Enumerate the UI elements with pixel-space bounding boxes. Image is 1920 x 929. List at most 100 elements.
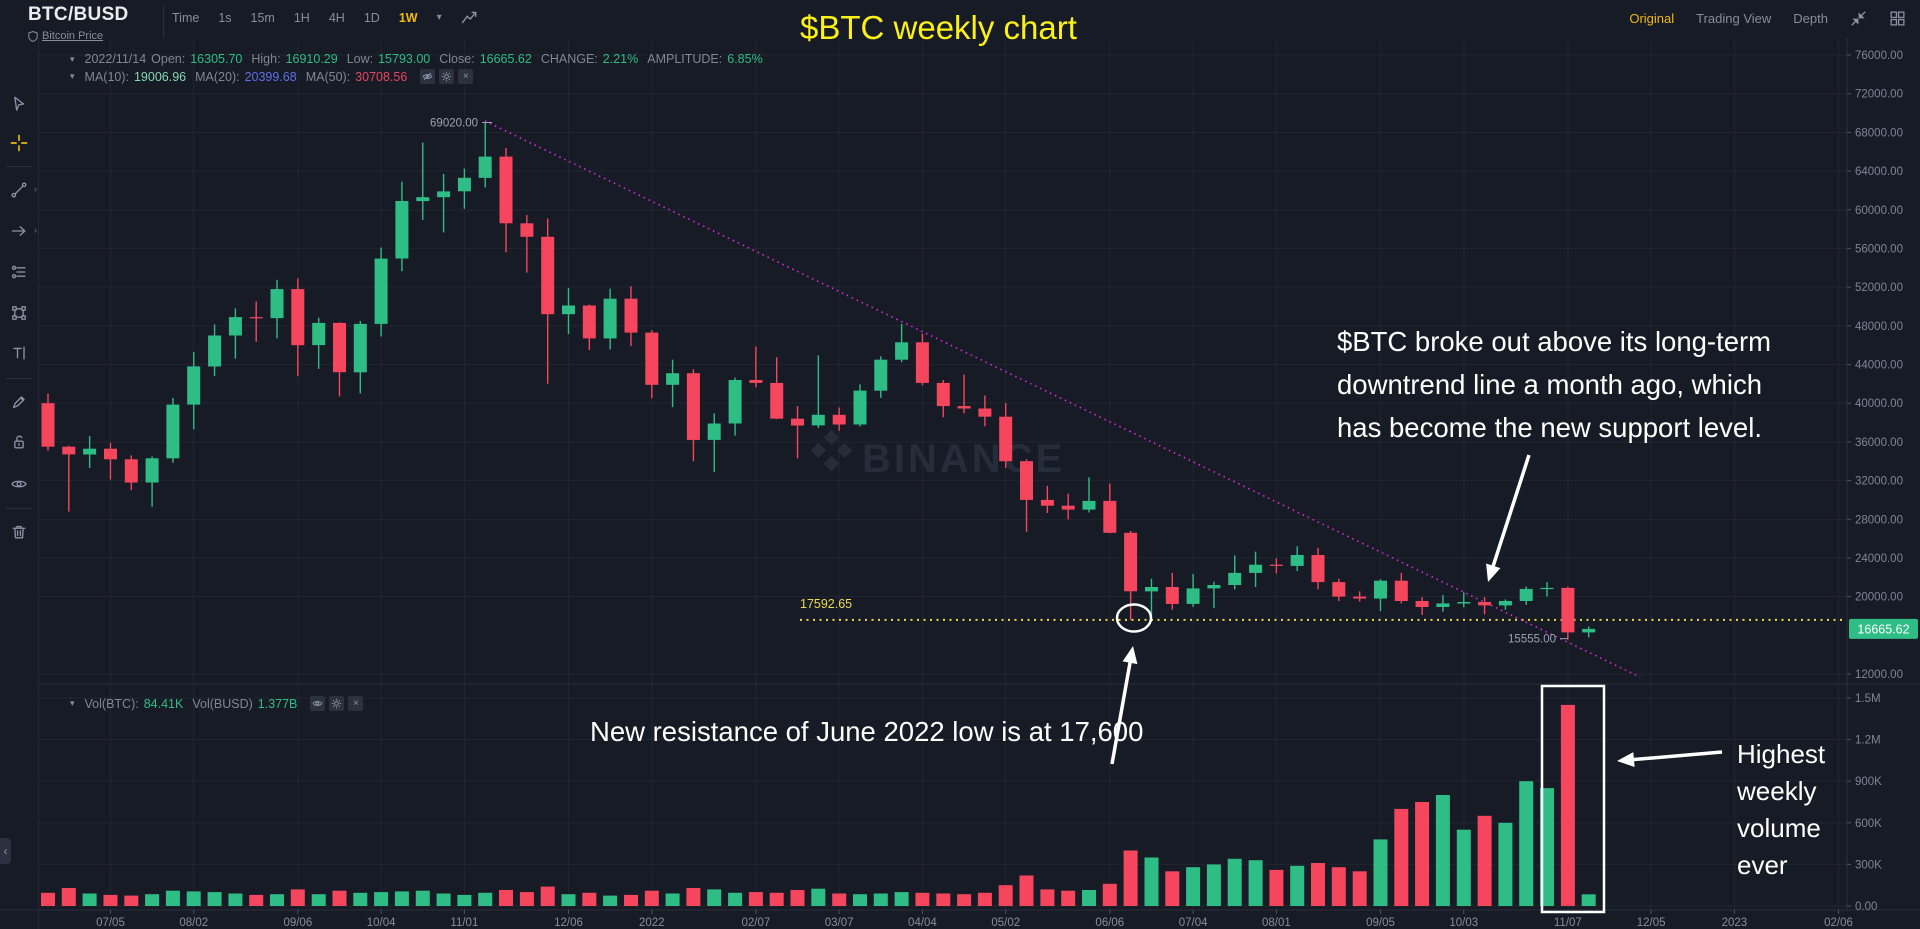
volume-bar: [82, 893, 97, 906]
interval-1d[interactable]: 1D: [363, 10, 380, 25]
volume-bar: [915, 892, 930, 906]
candle: [353, 323, 367, 373]
candle: [1145, 587, 1158, 592]
low-label: Low:: [346, 52, 374, 66]
symbol-info-link[interactable]: Bitcoin Price: [28, 30, 129, 42]
arrow-more-chevron[interactable]: ›: [34, 225, 37, 235]
low-value: 15793.00: [378, 52, 431, 66]
volume-bar: [61, 888, 76, 906]
tab-trading-view[interactable]: Trading View: [1696, 11, 1772, 26]
collapse-icon[interactable]: [1850, 10, 1867, 27]
candle: [645, 332, 659, 385]
volume-bar: [478, 892, 493, 906]
ma-collapse-caret[interactable]: ▾: [70, 71, 75, 81]
candle: [499, 156, 513, 224]
tab-depth[interactable]: Depth: [1793, 11, 1828, 26]
volume-bar: [1186, 867, 1201, 906]
volume-bar: [1540, 788, 1554, 906]
candle: [249, 317, 263, 319]
shape-tool-icon[interactable]: [7, 301, 31, 325]
ma10-label: MA(10):: [84, 69, 129, 84]
price-axis-label: 60000.00: [1855, 205, 1903, 217]
date-axis-label: 06/06: [1095, 917, 1124, 929]
ma-close-button[interactable]: ×: [458, 69, 474, 84]
interval-time[interactable]: Time: [172, 10, 200, 25]
price-axis-label: 32000.00: [1855, 476, 1903, 488]
sidebar-collapse-handle[interactable]: ‹: [0, 838, 11, 864]
chart-style-icon[interactable]: [461, 10, 478, 25]
volume-collapse-caret[interactable]: ▾: [70, 698, 75, 708]
tab-original[interactable]: Original: [1629, 11, 1675, 26]
candle: [437, 191, 451, 198]
volume-bar: [1269, 869, 1284, 906]
volume-bar: [1061, 890, 1076, 906]
lock-tool-icon[interactable]: [7, 430, 31, 454]
resistance-annotation: New resistance of June 2022 low is at 17…: [590, 716, 1144, 747]
date-axis-label: 09/05: [1366, 917, 1395, 929]
candle: [936, 382, 950, 407]
interval-4h[interactable]: 4H: [328, 10, 345, 25]
candle: [1207, 585, 1221, 589]
volume-bar: [1519, 781, 1534, 906]
fib-lines-tool-icon[interactable]: [7, 260, 31, 284]
trendline-tool-icon[interactable]: ›: [7, 178, 37, 202]
eye-tool-icon[interactable]: [7, 472, 31, 496]
price-axis-label: 28000.00: [1855, 514, 1903, 526]
candle: [166, 404, 180, 459]
breakout-annotation: $BTC broke out above its long-term downtr…: [1337, 326, 1772, 443]
candle: [728, 380, 742, 424]
volume-bar: [582, 892, 597, 906]
candle: [145, 458, 159, 483]
volume-bar: [1206, 864, 1221, 906]
candle: [83, 448, 97, 455]
price-axis-label: 24000.00: [1855, 553, 1903, 565]
vol-btc-label: Vol(BTC):: [84, 696, 139, 711]
volume-bar: [332, 890, 347, 906]
time-axis[interactable]: [0, 910, 1920, 929]
interval-1w[interactable]: 1W: [398, 10, 418, 25]
downtrend-line: [484, 120, 1641, 678]
ohlc-collapse-caret[interactable]: ▾: [70, 53, 75, 64]
interval-1h[interactable]: 1H: [293, 10, 310, 25]
cursor-tool-icon[interactable]: [7, 92, 31, 116]
brush-tool-icon[interactable]: [7, 390, 31, 414]
volume-close-button[interactable]: ×: [348, 696, 364, 711]
candle: [1061, 505, 1075, 510]
arrow-tool-icon[interactable]: ›: [7, 219, 37, 243]
ath-price-label: 69020.00: [430, 118, 478, 130]
volume-bar: [1435, 795, 1450, 906]
date-axis-label: 07/05: [96, 917, 125, 929]
date-axis-label: 10/04: [367, 917, 396, 929]
candle: [1436, 603, 1450, 607]
interval-1s[interactable]: 1s: [218, 10, 232, 25]
crosshair-tool-icon[interactable]: [7, 131, 31, 155]
volume-settings-button[interactable]: [329, 696, 345, 711]
volume-bar: [728, 892, 743, 906]
interval-15m[interactable]: 15m: [250, 10, 275, 25]
header-divider: [163, 6, 164, 38]
price-axis[interactable]: [1847, 38, 1920, 910]
volume-bar: [1102, 883, 1117, 906]
candle: [208, 335, 222, 367]
candle: [791, 418, 804, 426]
candle: [62, 446, 76, 455]
ma-hide-button[interactable]: [420, 69, 436, 84]
interval-dropdown-caret[interactable]: ▾: [436, 12, 442, 23]
date-axis-label: 04/04: [908, 917, 937, 929]
arrow-annotation: [1110, 662, 1132, 765]
volume-show-button[interactable]: [310, 696, 326, 711]
trendline-more-chevron[interactable]: ›: [34, 184, 37, 194]
candle: [124, 459, 138, 483]
trash-tool-icon[interactable]: [7, 520, 31, 544]
candle: [395, 201, 409, 259]
text-tool-icon[interactable]: [7, 341, 31, 365]
volume-bar: [1477, 815, 1492, 906]
volume-axis-label: 0.00: [1855, 901, 1877, 913]
ma-settings-button[interactable]: [439, 69, 455, 84]
volume-bar: [624, 894, 638, 906]
candle: [457, 177, 471, 192]
volume-bar: [603, 895, 618, 906]
grid-layout-icon[interactable]: [1889, 10, 1906, 27]
candle: [1353, 596, 1367, 599]
